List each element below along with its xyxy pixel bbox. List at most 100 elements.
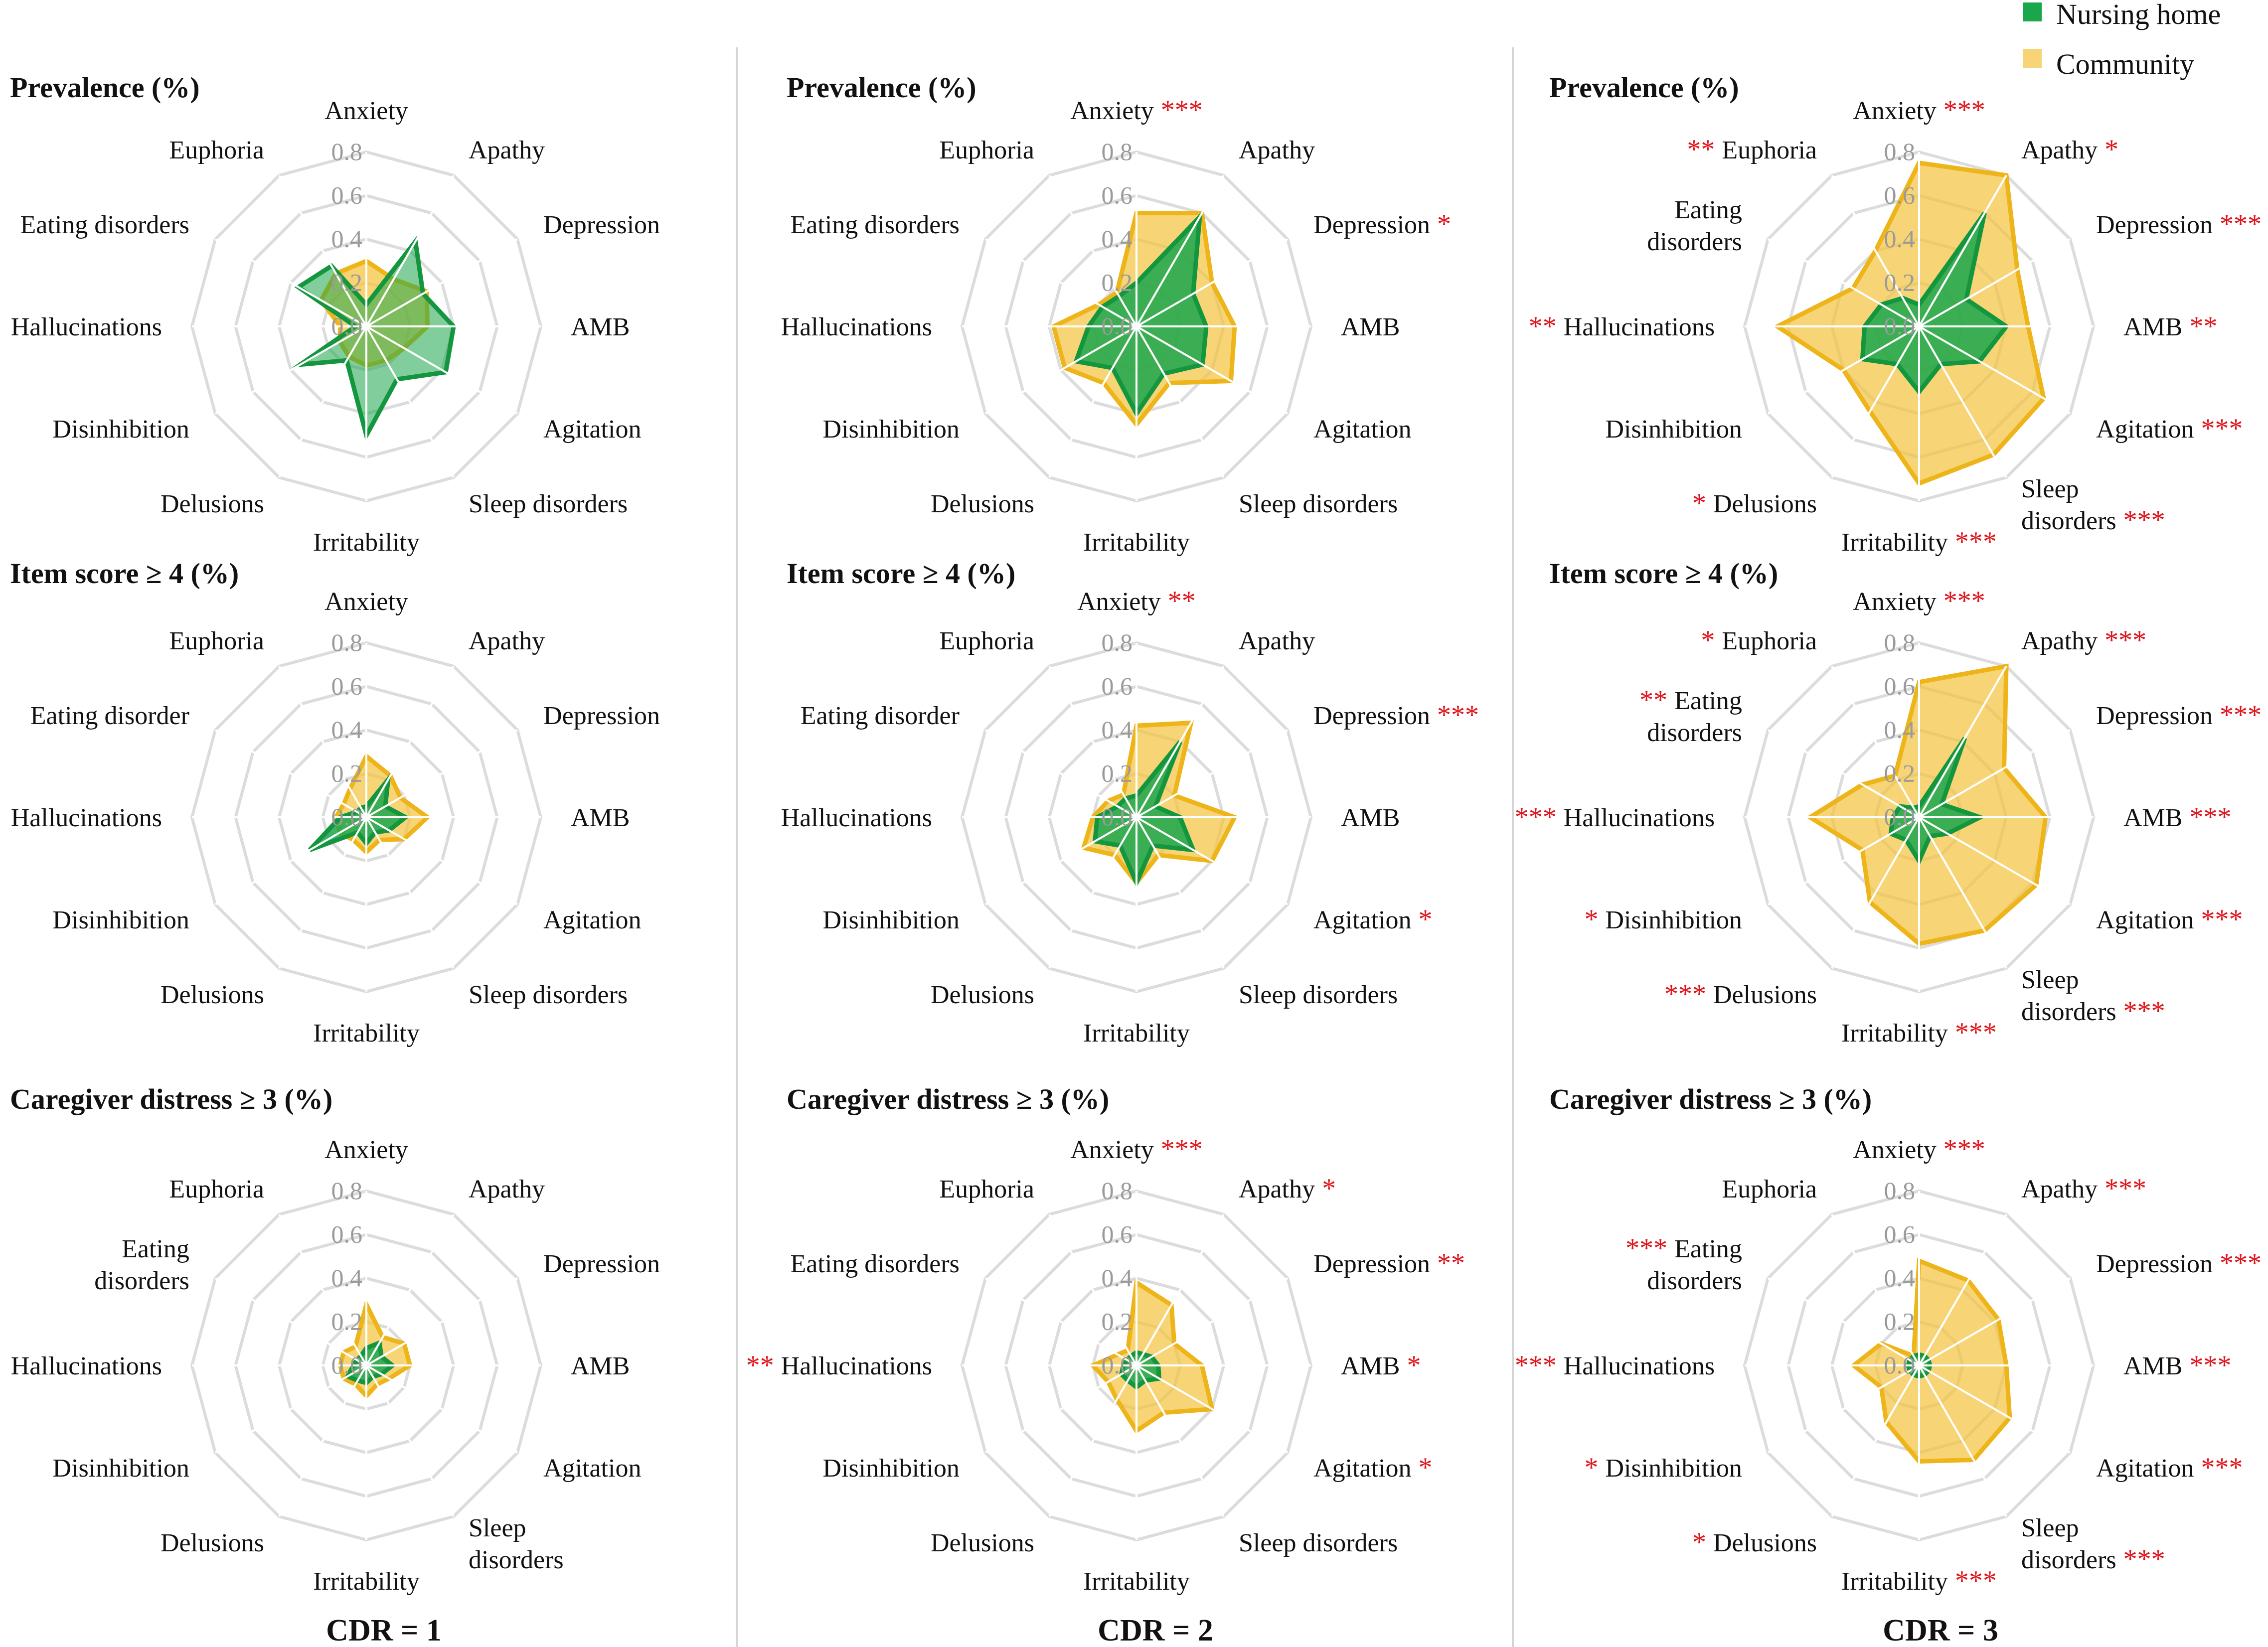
axis-label-eating-disorder: Eating disorder — [30, 702, 189, 730]
axis-label-text: Agitation — [2096, 1454, 2194, 1483]
axis-label-line: disorders — [2021, 507, 2116, 535]
panel-title: Caregiver distress ≥ 3 (%) — [1549, 1083, 1872, 1115]
axis-label-eating-disorders: Eating disorders — [1647, 196, 1742, 256]
tick-label: 0.0 — [1102, 1351, 1133, 1379]
spoke — [365, 1364, 518, 1454]
spoke — [365, 665, 455, 818]
axis-label-text: AMB — [2123, 804, 2182, 832]
axis-label-disinhibition: * Disinhibition — [1584, 904, 1742, 935]
axis-label-text: Anxiety — [1070, 1136, 1154, 1164]
significance-stars: *** — [2182, 802, 2231, 833]
axis-label-line: Sleep — [2021, 1514, 2079, 1542]
axis-label-text: Delusions — [931, 490, 1034, 518]
axis-label-eating-disorders: ** Eating disorders — [1639, 685, 1742, 747]
spoke — [1767, 1277, 1920, 1366]
axis-label-irritability: Irritability *** — [1841, 1565, 1997, 1596]
axis-label-text: Euphoria — [169, 136, 264, 164]
tick-label: 0.0 — [331, 1351, 363, 1379]
axis-label-hallucinations: ** Hallucinations — [1529, 311, 1715, 342]
axis-label-text: Delusions — [931, 1529, 1034, 1557]
tick-label: 0.2 — [331, 1308, 363, 1336]
axis-label-text: Anxiety — [1070, 97, 1154, 125]
significance-stars: ** — [2182, 311, 2217, 342]
axis-label-eating-disorders: Eating disorders — [791, 211, 960, 239]
spoke — [1831, 816, 1920, 969]
spoke — [1135, 1277, 1289, 1366]
axis-label-text: Delusions — [161, 1529, 264, 1557]
axis-label-apathy: Apathy *** — [2021, 1173, 2146, 1204]
axis-label-anxiety: Anxiety — [324, 588, 408, 616]
spoke — [1135, 729, 1289, 818]
axis-label-sleep-disorders: Sleep disorders *** — [2021, 475, 2165, 536]
significance-stars: *** — [1664, 979, 1713, 1010]
axis-label-anxiety: Anxiety *** — [1853, 95, 1985, 126]
axis-label-euphoria: Euphoria — [939, 136, 1034, 164]
axis-label-text: Anxiety — [324, 97, 408, 125]
axis-label-hallucinations: *** Hallucinations — [1515, 802, 1715, 833]
axis-label-text: Anxiety — [1853, 1136, 1937, 1164]
spoke — [1135, 1213, 1225, 1366]
significance-stars: *** — [1948, 1565, 1997, 1596]
axis-label-delusions: * Delusions — [1692, 1527, 1817, 1558]
spoke — [365, 816, 455, 969]
tick-label: 0.8 — [1884, 138, 1916, 165]
tick-label: 0.8 — [1102, 138, 1133, 165]
significance-stars: * — [1584, 1452, 1605, 1483]
panel-title: Caregiver distress ≥ 3 (%) — [787, 1083, 1109, 1115]
spoke — [1135, 174, 1225, 327]
axis-label-eating-disorders: Eating disorders — [94, 1235, 189, 1295]
axis-label-delusions: Delusions — [931, 981, 1034, 1009]
axis-label-euphoria: Euphoria — [169, 627, 264, 655]
axis-label-text: Euphoria — [1722, 136, 1817, 164]
axis-label-text: Irritability — [1841, 1019, 1948, 1048]
axis-label-eating-disorders: Eating disorders — [20, 211, 189, 239]
tick-label: 0.0 — [1102, 312, 1133, 340]
panel-title: Item score ≥ 4 (%) — [1549, 557, 1778, 590]
axis-label-text: Depression — [2096, 702, 2213, 730]
axis-label-amb: AMB * — [1341, 1350, 1421, 1381]
spoke — [1135, 816, 1289, 905]
axis-label-depression: Depression — [543, 211, 660, 239]
significance-stars: *** — [2116, 505, 2165, 536]
axis-label-disinhibition: Disinhibition — [52, 415, 189, 444]
spoke — [1918, 665, 2007, 818]
tick-label: 0.6 — [1102, 181, 1133, 209]
tick-label: 0.0 — [331, 803, 363, 831]
axis-label-depression: Depression * — [1313, 209, 1451, 240]
spoke — [1135, 238, 1289, 327]
axis-label-euphoria: ** Euphoria — [1687, 134, 1817, 165]
significance-stars: *** — [1937, 95, 1985, 126]
spoke — [1918, 325, 2071, 415]
axis-label-text: Depression — [543, 1250, 660, 1278]
axis-label-text: Hallucinations — [781, 313, 932, 341]
axis-label-amb: AMB *** — [2123, 802, 2231, 833]
spoke — [1048, 325, 1137, 478]
tick-label: 0.4 — [331, 1264, 363, 1292]
spoke — [984, 1277, 1137, 1366]
tick-label: 0.4 — [1884, 225, 1916, 253]
axis-label-text: Delusions — [1713, 490, 1817, 518]
axis-label-text: Anxiety — [324, 1136, 408, 1164]
column-label-cdr-2: CDR = 2 — [1098, 1614, 1213, 1647]
axis-label-text: Eating disorder — [30, 702, 189, 730]
spoke — [984, 729, 1137, 818]
axis-label-text: Apathy — [469, 1175, 545, 1203]
panel-title: Prevalence (%) — [10, 71, 200, 104]
axis-label-hallucinations: Hallucinations — [781, 804, 932, 832]
axis-label-text: Sleep disorders — [1239, 1529, 1398, 1557]
axis-label-text: AMB — [1341, 804, 1400, 832]
axis-label-text: Agitation — [1313, 415, 1411, 444]
axis-label-text: Euphoria — [169, 627, 264, 655]
spoke — [1831, 174, 1920, 327]
axis-label-sleep-disorders: Sleep disorders — [1239, 981, 1398, 1009]
tick-label: 0.8 — [331, 138, 363, 165]
axis-label-text: Apathy — [1239, 1175, 1315, 1203]
significance-stars: *** — [1948, 1017, 1997, 1048]
column-label-cdr-1: CDR = 1 — [326, 1614, 442, 1647]
axis-label-depression: Depression *** — [2096, 1248, 2262, 1279]
axis-label-text: Apathy — [2021, 627, 2098, 655]
axis-label-text: Disinhibition — [1605, 415, 1742, 444]
tick-label: 0.0 — [1884, 312, 1916, 340]
